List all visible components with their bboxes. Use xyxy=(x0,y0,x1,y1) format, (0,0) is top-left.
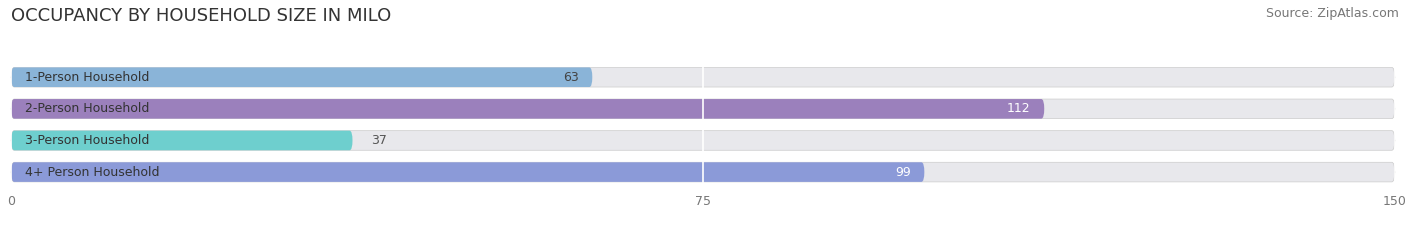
Text: Source: ZipAtlas.com: Source: ZipAtlas.com xyxy=(1265,7,1399,20)
Text: 63: 63 xyxy=(562,71,578,84)
FancyBboxPatch shape xyxy=(11,162,924,182)
FancyBboxPatch shape xyxy=(11,131,1395,150)
FancyBboxPatch shape xyxy=(11,99,1395,119)
Text: 2-Person Household: 2-Person Household xyxy=(25,102,149,115)
FancyBboxPatch shape xyxy=(11,67,592,87)
FancyBboxPatch shape xyxy=(11,162,1395,182)
Text: 37: 37 xyxy=(371,134,387,147)
FancyBboxPatch shape xyxy=(11,131,353,150)
FancyBboxPatch shape xyxy=(11,99,1045,119)
Text: OCCUPANCY BY HOUSEHOLD SIZE IN MILO: OCCUPANCY BY HOUSEHOLD SIZE IN MILO xyxy=(11,7,391,25)
Text: 4+ Person Household: 4+ Person Household xyxy=(25,166,160,178)
Text: 3-Person Household: 3-Person Household xyxy=(25,134,149,147)
FancyBboxPatch shape xyxy=(11,67,1395,87)
Text: 99: 99 xyxy=(894,166,911,178)
Text: 112: 112 xyxy=(1007,102,1031,115)
Text: 1-Person Household: 1-Person Household xyxy=(25,71,149,84)
